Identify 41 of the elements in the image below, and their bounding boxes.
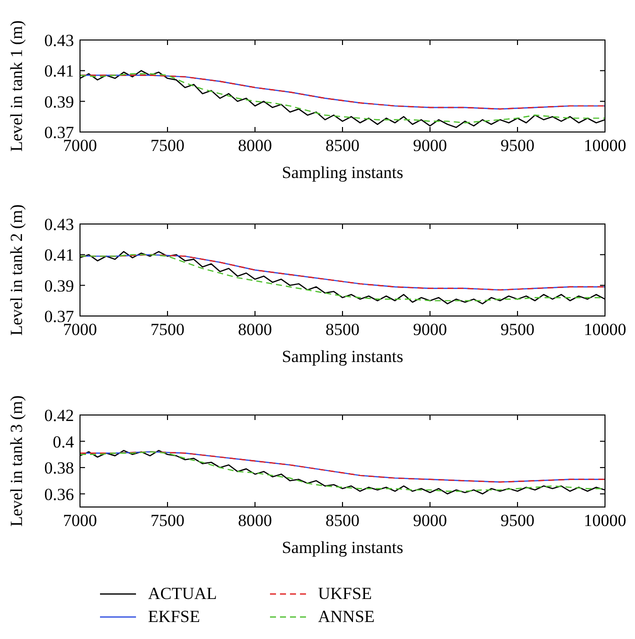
x-tick-label: 9500	[500, 511, 534, 530]
y-tick-label: 0.43	[44, 215, 74, 234]
x-tick-label: 8500	[326, 511, 360, 530]
legend-label: ANNSE	[318, 607, 375, 626]
y-axis-title: Level in tank 2 (m)	[7, 204, 26, 336]
x-tick-label: 9000	[413, 511, 447, 530]
x-axis-title: Sampling instants	[282, 163, 404, 182]
y-tick-label: 0.43	[44, 31, 74, 50]
legend-label: UKFSE	[318, 584, 372, 603]
x-axis-title: Sampling instants	[282, 347, 404, 366]
y-axis-title: Level in tank 3 (m)	[7, 395, 26, 527]
x-tick-label: 8000	[238, 136, 272, 155]
x-tick-label: 10000	[584, 320, 626, 339]
line-series	[79, 74, 606, 110]
x-tick-label: 8500	[326, 136, 360, 155]
x-tick-label: 10000	[584, 136, 626, 155]
x-tick-label: 7500	[150, 136, 184, 155]
y-axis-title: Level in tank 1 (m)	[7, 20, 26, 152]
x-axis-title: Sampling instants	[282, 538, 404, 557]
x-tick-label: 7500	[150, 320, 184, 339]
x-tick-label: 7000	[63, 511, 97, 530]
y-tick-label: 0.4	[52, 432, 74, 452]
x-tick-label: 9500	[500, 136, 534, 155]
x-tick-label: 9000	[413, 320, 447, 339]
x-tick-label: 8000	[238, 511, 272, 530]
y-tick-label: 0.41	[44, 246, 74, 265]
y-tick-label: 0.38	[44, 458, 74, 478]
x-tick-label: 10000	[584, 511, 626, 530]
x-tick-label: 7500	[150, 511, 184, 530]
y-tick-label: 0.39	[44, 276, 74, 296]
legend-label: EKFSE	[148, 607, 200, 626]
legend-label: ACTUAL	[148, 584, 217, 603]
x-tick-label: 9500	[500, 320, 534, 339]
x-tick-label: 8500	[326, 320, 360, 339]
y-tick-label: 0.36	[44, 484, 74, 504]
y-tick-label: 0.39	[44, 92, 74, 112]
y-tick-label: 0.42	[44, 406, 74, 425]
x-tick-label: 8000	[238, 320, 272, 339]
y-tick-label: 0.41	[44, 62, 74, 81]
x-tick-label: 9000	[413, 136, 447, 155]
line-series	[79, 451, 606, 483]
